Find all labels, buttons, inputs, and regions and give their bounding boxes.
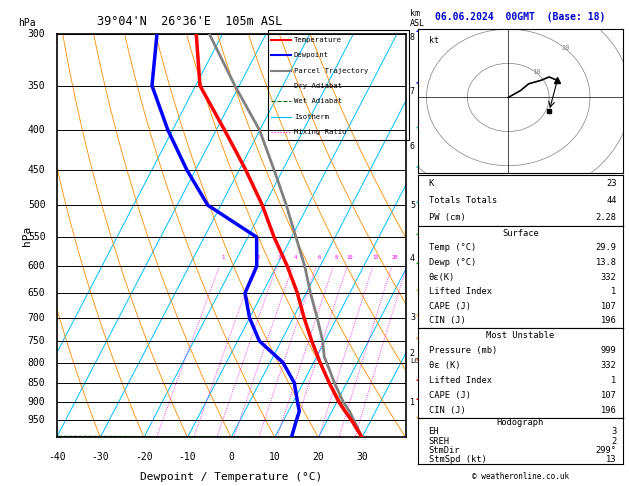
Text: Hodograph: Hodograph bbox=[497, 418, 544, 427]
Text: 950: 950 bbox=[28, 415, 45, 425]
Text: Dewp (°C): Dewp (°C) bbox=[428, 258, 476, 267]
Text: 0: 0 bbox=[228, 451, 234, 462]
Text: 6: 6 bbox=[410, 142, 415, 151]
Text: 10: 10 bbox=[269, 451, 281, 462]
Text: 13.8: 13.8 bbox=[596, 258, 616, 267]
Text: 750: 750 bbox=[28, 336, 45, 346]
Text: 20: 20 bbox=[313, 451, 325, 462]
Text: 29.9: 29.9 bbox=[596, 243, 616, 252]
Text: hPa: hPa bbox=[18, 18, 36, 28]
Text: 10: 10 bbox=[347, 255, 353, 260]
Text: θε (K): θε (K) bbox=[428, 361, 460, 370]
Text: 850: 850 bbox=[28, 378, 45, 388]
Text: Parcel Trajectory: Parcel Trajectory bbox=[294, 68, 369, 74]
Text: 8: 8 bbox=[410, 33, 415, 42]
Text: 550: 550 bbox=[28, 232, 45, 242]
Text: 3: 3 bbox=[278, 255, 281, 260]
Text: 600: 600 bbox=[28, 261, 45, 271]
Text: 5: 5 bbox=[410, 201, 415, 209]
Text: 23: 23 bbox=[606, 179, 616, 188]
Text: -10: -10 bbox=[179, 451, 196, 462]
Text: 20: 20 bbox=[561, 45, 570, 51]
Text: 13: 13 bbox=[606, 455, 616, 464]
Text: 196: 196 bbox=[601, 406, 616, 415]
Text: 20: 20 bbox=[391, 255, 398, 260]
Text: 450: 450 bbox=[28, 165, 45, 175]
Text: StmDir: StmDir bbox=[428, 446, 460, 455]
Text: 350: 350 bbox=[28, 81, 45, 91]
Text: 06.06.2024  00GMT  (Base: 18): 06.06.2024 00GMT (Base: 18) bbox=[435, 12, 606, 22]
Text: Mixing Ratio (g/kg): Mixing Ratio (g/kg) bbox=[436, 188, 445, 283]
Text: Most Unstable: Most Unstable bbox=[486, 331, 555, 340]
Text: 299°: 299° bbox=[596, 446, 616, 455]
Text: 650: 650 bbox=[28, 288, 45, 298]
Text: 44: 44 bbox=[606, 196, 616, 205]
Text: 3: 3 bbox=[410, 313, 415, 322]
Text: LCL: LCL bbox=[410, 358, 423, 364]
Text: 900: 900 bbox=[28, 397, 45, 407]
Text: EH: EH bbox=[428, 427, 439, 436]
Text: 2: 2 bbox=[410, 348, 415, 358]
Text: Dewpoint / Temperature (°C): Dewpoint / Temperature (°C) bbox=[140, 472, 322, 482]
Text: 3: 3 bbox=[611, 427, 616, 436]
Text: 6: 6 bbox=[318, 255, 321, 260]
Text: kt: kt bbox=[428, 36, 438, 45]
Text: Wet Adiabat: Wet Adiabat bbox=[294, 98, 342, 104]
Text: 107: 107 bbox=[601, 391, 616, 400]
Text: -40: -40 bbox=[48, 451, 65, 462]
Text: K: K bbox=[428, 179, 434, 188]
Text: θε(K): θε(K) bbox=[428, 273, 455, 281]
Text: 300: 300 bbox=[28, 29, 45, 39]
Text: 332: 332 bbox=[601, 273, 616, 281]
Text: StmSpd (kt): StmSpd (kt) bbox=[428, 455, 486, 464]
Text: 196: 196 bbox=[601, 316, 616, 325]
Text: 1: 1 bbox=[611, 376, 616, 385]
Text: 500: 500 bbox=[28, 200, 45, 210]
Text: 332: 332 bbox=[601, 361, 616, 370]
Text: 30: 30 bbox=[356, 451, 368, 462]
Text: 2: 2 bbox=[611, 436, 616, 446]
Text: Temp (°C): Temp (°C) bbox=[428, 243, 476, 252]
Text: Lifted Index: Lifted Index bbox=[428, 376, 491, 385]
Text: Totals Totals: Totals Totals bbox=[428, 196, 497, 205]
Text: Isotherm: Isotherm bbox=[294, 114, 329, 120]
Text: 400: 400 bbox=[28, 125, 45, 136]
Text: 15: 15 bbox=[372, 255, 379, 260]
Text: 4: 4 bbox=[410, 254, 415, 263]
Text: Surface: Surface bbox=[502, 229, 539, 238]
Text: 7: 7 bbox=[410, 87, 415, 96]
Text: Lifted Index: Lifted Index bbox=[428, 287, 491, 296]
Bar bbox=[268, 30, 409, 140]
Text: -30: -30 bbox=[91, 451, 109, 462]
Text: 999: 999 bbox=[601, 346, 616, 355]
Text: 8: 8 bbox=[335, 255, 338, 260]
Text: 1: 1 bbox=[221, 255, 224, 260]
Text: 2: 2 bbox=[256, 255, 259, 260]
Text: Mixing Ratio: Mixing Ratio bbox=[294, 129, 347, 135]
Text: km
ASL: km ASL bbox=[410, 9, 425, 28]
Text: 107: 107 bbox=[601, 302, 616, 311]
Text: PW (cm): PW (cm) bbox=[428, 213, 465, 222]
Text: Temperature: Temperature bbox=[294, 37, 342, 43]
Text: 1: 1 bbox=[410, 398, 415, 407]
Text: Dewpoint: Dewpoint bbox=[294, 52, 329, 58]
Text: 10: 10 bbox=[533, 69, 541, 74]
Text: 700: 700 bbox=[28, 313, 45, 323]
Text: 39°04'N  26°36'E  105m ASL: 39°04'N 26°36'E 105m ASL bbox=[97, 15, 282, 28]
Text: -20: -20 bbox=[135, 451, 153, 462]
Text: 4: 4 bbox=[294, 255, 298, 260]
Text: hPa: hPa bbox=[22, 226, 32, 246]
Text: © weatheronline.co.uk: © weatheronline.co.uk bbox=[472, 472, 569, 481]
Text: CAPE (J): CAPE (J) bbox=[428, 391, 470, 400]
Text: CIN (J): CIN (J) bbox=[428, 316, 465, 325]
Text: Pressure (mb): Pressure (mb) bbox=[428, 346, 497, 355]
Text: 2.28: 2.28 bbox=[596, 213, 616, 222]
Text: 800: 800 bbox=[28, 358, 45, 367]
Text: 1: 1 bbox=[611, 287, 616, 296]
Text: CIN (J): CIN (J) bbox=[428, 406, 465, 415]
Text: Dry Adiabat: Dry Adiabat bbox=[294, 83, 342, 89]
Text: CAPE (J): CAPE (J) bbox=[428, 302, 470, 311]
Text: SREH: SREH bbox=[428, 436, 450, 446]
